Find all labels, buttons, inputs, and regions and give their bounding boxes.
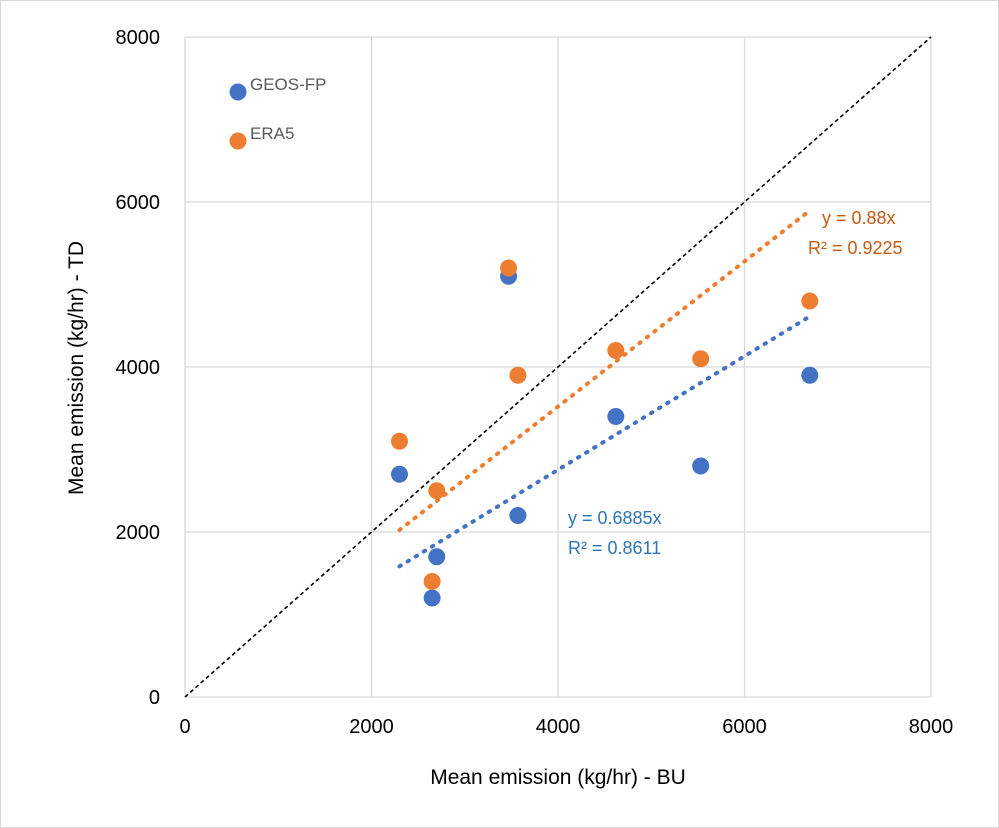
legend-marker-era5 bbox=[229, 132, 247, 150]
trendline-geos-fp bbox=[397, 314, 812, 569]
y-tick-label: 6000 bbox=[116, 192, 161, 214]
x-axis-title: Mean emission (kg/hr) - BU bbox=[430, 766, 686, 789]
x-tick-label: 4000 bbox=[536, 716, 581, 738]
point-geos-fp bbox=[423, 589, 441, 607]
gridlines bbox=[184, 36, 932, 698]
point-geos-fp bbox=[509, 507, 527, 524]
point-era5 bbox=[692, 350, 710, 368]
trendline-r-squared: R² = 0.8611 bbox=[568, 538, 661, 558]
x-tick-label: 6000 bbox=[722, 716, 767, 738]
point-era5 bbox=[500, 259, 518, 277]
point-geos-fp bbox=[607, 408, 625, 425]
point-era5 bbox=[390, 432, 408, 450]
point-era5 bbox=[607, 342, 625, 359]
x-tick-label: 0 bbox=[179, 716, 190, 738]
trendline-r-squared: R² = 0.9225 bbox=[808, 238, 903, 258]
point-geos-fp bbox=[692, 457, 710, 475]
y-tick-label: 2000 bbox=[116, 522, 161, 544]
y-tick-label: 8000 bbox=[116, 27, 161, 49]
one-to-one-reference-line bbox=[184, 36, 932, 698]
legend-label-era5: ERA5 bbox=[250, 124, 294, 143]
point-geos-fp bbox=[390, 465, 408, 483]
y-tick-label: 4000 bbox=[116, 357, 161, 379]
x-tick-label: 8000 bbox=[909, 716, 954, 738]
point-geos-fp bbox=[801, 366, 819, 384]
tick-labels: 0 2000 4000 6000 8000 0 2000 4000 6000 8000 bbox=[116, 27, 954, 738]
y-axis-title: Mean emission (kg/hr) - TD bbox=[65, 241, 88, 495]
trendline-annotations: y = 0.6885x R² = 0.8611 y = 0.88x R² = 0.92… bbox=[568, 208, 903, 558]
point-era5 bbox=[509, 366, 527, 384]
lines-layer bbox=[184, 36, 932, 698]
point-era5 bbox=[423, 573, 441, 590]
point-era5 bbox=[428, 482, 446, 500]
trendline-equation: y = 0.6885x bbox=[568, 508, 662, 528]
trendline-era5 bbox=[397, 208, 812, 533]
legend: GEOS-FP ERA5 bbox=[229, 75, 327, 150]
point-era5 bbox=[801, 292, 819, 310]
x-tick-label: 2000 bbox=[349, 716, 394, 738]
legend-marker-geos-fp bbox=[229, 83, 247, 101]
trendline-equation: y = 0.88x bbox=[822, 208, 896, 228]
points-layer bbox=[390, 259, 819, 607]
point-geos-fp bbox=[428, 548, 446, 566]
legend-label-geos-fp: GEOS-FP bbox=[250, 75, 327, 94]
y-tick-label: 0 bbox=[149, 687, 160, 709]
